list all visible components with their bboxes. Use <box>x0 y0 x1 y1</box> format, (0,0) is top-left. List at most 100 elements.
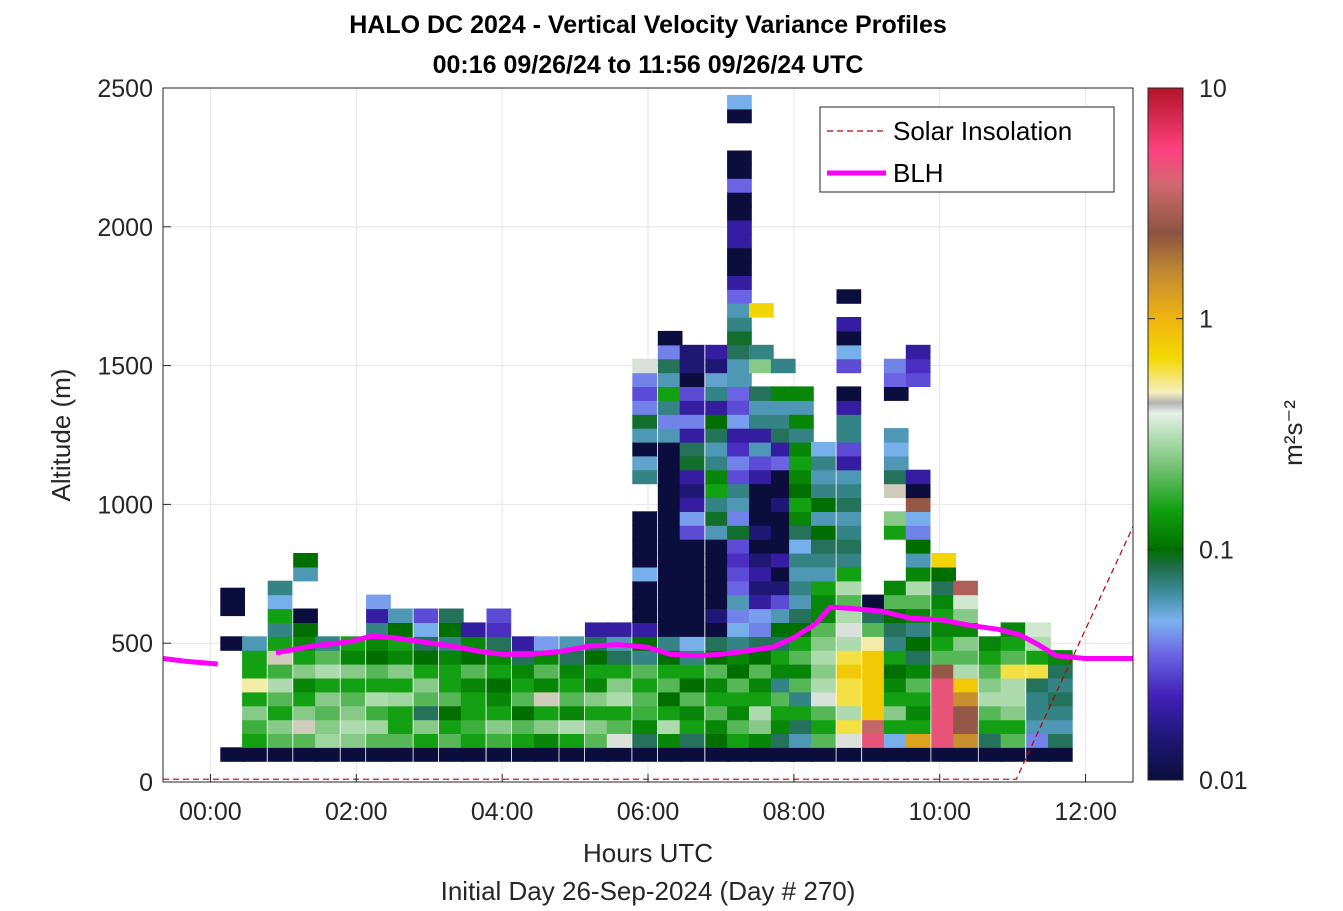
variance-cell <box>632 469 657 485</box>
variance-cell <box>657 469 683 485</box>
variance-cell <box>811 469 836 485</box>
variance-cell <box>836 691 862 707</box>
variance-cell <box>727 566 752 582</box>
variance-cell <box>679 580 705 596</box>
variance-cell <box>905 469 931 485</box>
variance-cell <box>883 705 909 721</box>
variance-cell <box>727 497 752 512</box>
variance-cell <box>679 719 705 734</box>
variance-cell <box>727 622 752 637</box>
variance-cell <box>1026 691 1051 707</box>
variance-cell <box>413 733 439 748</box>
variance-cell <box>836 511 862 526</box>
variance-cell <box>293 608 318 623</box>
variance-cell <box>705 691 730 707</box>
variance-cell <box>366 677 391 693</box>
variance-cell <box>789 566 814 582</box>
variance-cell <box>836 455 862 471</box>
variance-cell <box>749 622 774 637</box>
variance-cell <box>836 289 862 304</box>
variance-cell <box>293 747 318 762</box>
variance-cell <box>267 705 293 721</box>
variance-cell <box>267 636 293 651</box>
variance-cell <box>953 691 978 707</box>
variance-cell <box>439 622 464 637</box>
blh-line <box>163 604 1133 667</box>
variance-cell <box>811 719 836 734</box>
variance-cell <box>905 622 931 637</box>
variance-cell <box>657 691 683 707</box>
variance-cell <box>679 455 705 471</box>
variance-cell <box>460 677 486 693</box>
variance-cell <box>953 719 978 734</box>
variance-cell <box>657 358 683 374</box>
variance-cell <box>749 358 774 374</box>
variance-cell <box>931 636 956 651</box>
variance-cell <box>486 691 512 707</box>
variance-cell <box>727 261 752 276</box>
variance-cell <box>883 386 909 401</box>
variance-cell <box>1026 719 1051 734</box>
variance-cell <box>486 747 512 762</box>
variance-cell <box>606 705 632 721</box>
variance-cell <box>679 414 705 429</box>
variance-cell <box>931 747 956 762</box>
variance-cell <box>978 677 1004 693</box>
variance-cell <box>811 733 836 748</box>
variance-cell <box>632 539 657 554</box>
variance-cell <box>811 705 836 721</box>
variance-cell <box>862 691 887 707</box>
variance-cell <box>811 580 836 596</box>
variance-cell <box>905 636 931 651</box>
variance-cell <box>727 428 752 443</box>
variance-cell <box>862 664 887 679</box>
variance-cell <box>657 566 683 582</box>
variance-cell <box>439 650 464 665</box>
variance-cell <box>657 511 683 526</box>
variance-cell <box>533 733 559 748</box>
variance-cell <box>811 441 836 457</box>
variance-cell <box>883 677 909 693</box>
variance-cell <box>584 622 610 637</box>
variance-cell <box>727 317 752 332</box>
variance-cell <box>749 733 774 748</box>
variance-cell <box>931 594 956 610</box>
legend-box <box>819 106 1115 193</box>
variance-cell <box>486 622 512 637</box>
variance-cell <box>978 719 1004 734</box>
variance-cell <box>789 580 814 596</box>
variance-cell <box>836 497 862 512</box>
variance-cell <box>953 636 978 651</box>
variance-cell <box>632 733 657 748</box>
variance-cell <box>749 705 774 721</box>
colorbar-ticks: 0.01 0.1 1 10 <box>1148 75 1248 795</box>
variance-cell <box>366 705 391 721</box>
variance-cell <box>632 455 657 471</box>
variance-cell <box>862 733 887 748</box>
variance-cell <box>413 622 439 637</box>
variance-cell <box>905 664 931 679</box>
variance-cell <box>293 719 318 734</box>
variance-cell <box>862 594 887 610</box>
variance-cell <box>340 719 366 734</box>
variance-cell <box>366 636 391 651</box>
variance-cell <box>584 664 610 679</box>
variance-cell <box>727 400 752 415</box>
variance-cell <box>679 664 705 679</box>
variance-cell <box>705 580 730 596</box>
y-tick-label: 1000 <box>97 491 153 519</box>
variance-cell <box>632 511 657 526</box>
variance-cell <box>267 622 293 637</box>
variance-cell <box>905 719 931 734</box>
variance-cell <box>413 664 439 679</box>
variance-cell <box>749 414 774 429</box>
x-tick-label: 08:00 <box>763 798 826 826</box>
variance-cell <box>512 636 537 651</box>
variance-cell <box>978 733 1004 748</box>
variance-cell <box>836 705 862 721</box>
variance-cell <box>789 733 814 748</box>
variance-cell <box>931 622 956 637</box>
variance-cell <box>460 747 486 762</box>
variance-cell <box>559 691 585 707</box>
variance-cell <box>366 664 391 679</box>
